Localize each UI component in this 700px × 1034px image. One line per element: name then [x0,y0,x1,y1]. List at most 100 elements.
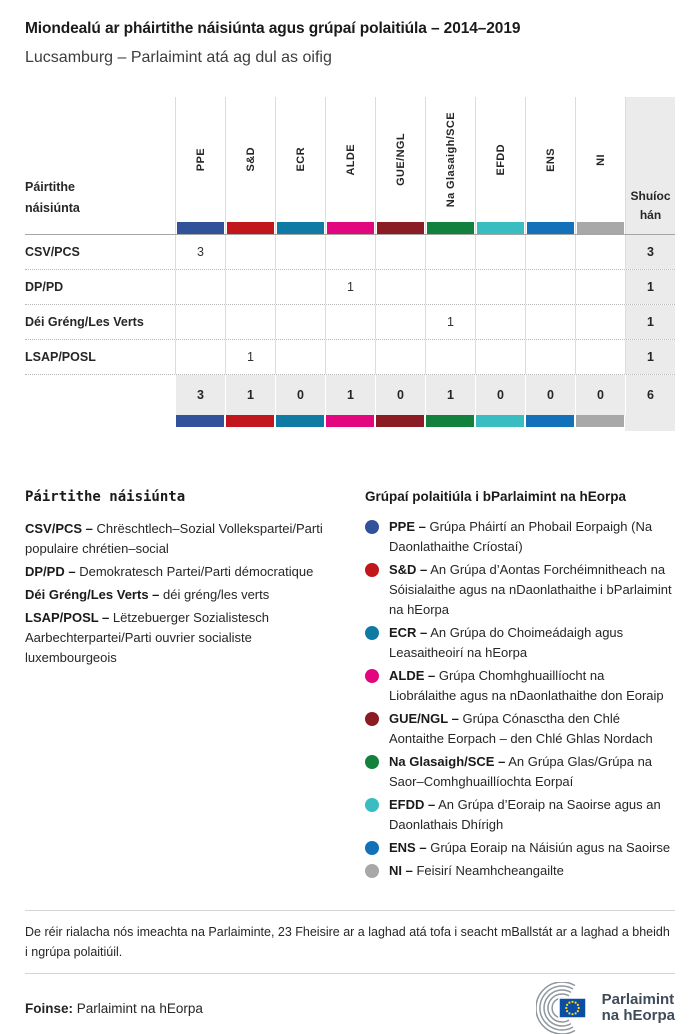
group-column-header: S&D [225,97,275,234]
page-title: Miondealú ar pháirtithe náisiúnta agus g… [25,20,521,37]
source-label: Foinse: [25,1000,74,1016]
group-legend-code: ENS – [389,840,427,855]
group-color-dot-icon [365,669,379,683]
legend-groups-heading: Grúpaí polaitiúla i bParlaimint na hEorp… [365,489,627,504]
group-color-dot-icon [365,841,379,855]
group-color-bar-bottom [525,415,575,427]
group-legend-description: An Grúpa d’Eoraip na Saoirse agus an Dao… [389,797,661,832]
seat-value-cell [475,235,525,269]
group-legend-item: ECR – An Grúpa do Choimeádaigh agus Leas… [365,623,675,663]
seat-value-cell [575,235,625,269]
group-label-wrap: GUE/NGL [376,97,425,222]
group-color-bar [477,222,524,234]
table-row: CSV/PCS 3 3 [25,235,675,270]
party-name-cell: CSV/PCS [25,245,80,259]
seat-value-cell [575,270,625,304]
seat-value-cell [375,340,425,374]
group-legend-text: NI – Feisirí Neamhcheangailte [389,861,675,881]
seats-column-footer [625,415,675,431]
party-legend-description: Demokratesch Partei/Parti démocratique [79,564,314,579]
group-label-wrap: ALDE [326,97,375,222]
seat-value-cell [575,340,625,374]
seat-value-cell [275,235,325,269]
group-legend-text: ECR – An Grúpa do Choimeádaigh agus Leas… [389,623,675,663]
group-column-label: ENS [544,147,557,172]
seat-value-cell [275,340,325,374]
group-column-header: Na Glasaigh/SCE [425,97,475,234]
seat-value-cell [525,235,575,269]
source-value: Parlaimint na hEorpa [76,1000,203,1016]
table-row: Déi Gréng/Les Verts 1 1 [25,305,675,340]
column-total-cell: 1 [325,375,375,415]
group-column-header: ALDE [325,97,375,234]
party-legend-item: LSAP/POSL – Lëtzebuerger Sozialistesch A… [25,608,343,668]
column-total-cell: 0 [575,375,625,415]
legend-national-parties: Páirtithe náisiúnta CSV/PCS – Chrëschtle… [25,489,343,884]
seat-value-cell: 1 [325,270,375,304]
seat-value-cell: 1 [225,340,275,374]
group-legend-item: NI – Feisirí Neamhcheangailte [365,861,675,881]
group-label-wrap: ENS [526,97,575,222]
party-legend-description: Chrëschtlech–Sozial Vollekspartei/Parti … [25,521,323,556]
footnote: De réir rialacha nós imeachta na Parlaim… [25,910,675,974]
seat-value-cell [425,340,475,374]
row-total-cell: 1 [625,270,675,304]
group-legend-code: NI – [389,863,413,878]
group-legend-code: ALDE – [389,668,436,683]
seat-value-cell [375,235,425,269]
seat-value-cell [325,305,375,339]
source-row: Foinse: Parlaimint na hEorpa Parlaimint … [25,982,675,1034]
seat-value-cell [225,235,275,269]
group-column-label: GUE/NGL [394,133,407,186]
grand-total-cell: 6 [625,375,675,415]
row-header-label: Páirtithe náisiúnta [25,180,80,215]
source-line: Foinse: Parlaimint na hEorpa [25,1001,203,1016]
group-legend-description: An Grúpa d’Aontas Forchéimnitheach na Só… [389,562,672,617]
group-legend-text: PPE – Grúpa Pháirtí an Phobail Eorpaigh … [389,517,675,557]
group-column-header: EFDD [475,97,525,234]
seat-value-cell [425,235,475,269]
seat-value-cell [475,305,525,339]
group-column-label: S&D [244,147,257,172]
column-total-cell: 0 [475,375,525,415]
table-row: DP/PD 1 1 [25,270,675,305]
group-color-bar [427,222,474,234]
seat-value-cell [375,305,425,339]
group-label-wrap: Na Glasaigh/SCE [426,97,475,222]
party-name-cell: LSAP/POSL [25,350,96,364]
group-legend-text: ENS – Grúpa Eoraip na Náisiún agus na Sa… [389,838,675,858]
totals-spacer [25,375,175,415]
legend-section: Páirtithe náisiúnta CSV/PCS – Chrëschtle… [25,489,675,884]
party-legend-name: Déi Gréng/Les Verts – [25,587,160,602]
column-total-cell: 3 [175,375,225,415]
group-legend-description: Grúpa Chomhghuaillíocht na Liobrálaithe … [389,668,664,703]
table-header-row: Páirtithe náisiúnta PPE S&D ECR ALDE GUE/NGL… [25,97,675,235]
group-color-dot-icon [365,864,379,878]
european-parliament-logo: Parlaimint na hEorpa [535,982,675,1034]
group-color-bar [377,222,424,234]
seat-value-cell [225,305,275,339]
party-legend-item: Déi Gréng/Les Verts – déi gréng/les vert… [25,585,343,605]
column-total-cell: 0 [525,375,575,415]
bar-row-spacer [25,415,175,427]
group-column-label: Na Glasaigh/SCE [444,111,457,208]
group-legend-description: Grúpa Cónasctha den Chlé Aontaithe Eorpa… [389,711,653,746]
group-legend-description: An Grúpa do Choimeádaigh agus Leasaitheo… [389,625,624,660]
group-legend-item: ENS – Grúpa Eoraip na Náisiún agus na Sa… [365,838,675,858]
group-color-bar-bottom [375,415,425,427]
group-legend-item: GUE/NGL – Grúpa Cónasctha den Chlé Aonta… [365,709,675,749]
seat-value-cell [525,270,575,304]
column-total-cell: 0 [275,375,325,415]
group-label-wrap: PPE [176,97,225,222]
seats-column-header: Shuíochán [625,97,675,234]
group-legend-code: EFDD – [389,797,436,812]
group-legend-item: Na Glasaigh/SCE – An Grúpa Glas/Grúpa na… [365,752,675,792]
group-color-bar-bottom [275,415,325,427]
group-column-header: ENS [525,97,575,234]
group-legend-item: EFDD – An Grúpa d’Eoraip na Saoirse agus… [365,795,675,835]
seat-value-cell [375,270,425,304]
legend-political-groups: Grúpaí polaitiúla i bParlaimint na hEorp… [365,489,675,884]
seat-value-cell [275,305,325,339]
